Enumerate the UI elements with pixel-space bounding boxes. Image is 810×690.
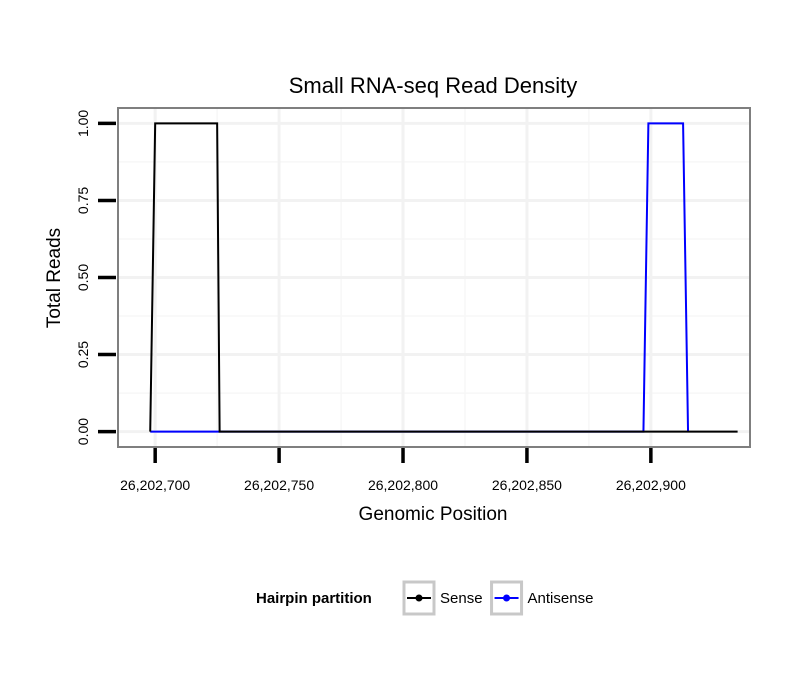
x-tick-label: 26,202,700 bbox=[120, 477, 190, 493]
x-tick-label: 26,202,750 bbox=[244, 477, 314, 493]
x-axis: 26,202,700 26,202,750 26,202,800 26,202,850… bbox=[120, 448, 686, 493]
legend-key-point bbox=[503, 594, 511, 602]
y-axis: 0.00 0.25 0.50 0.75 1.00 bbox=[75, 110, 116, 445]
y-tick-label: 1.00 bbox=[75, 110, 91, 137]
y-tick-label: 0.75 bbox=[75, 187, 91, 214]
x-tick-label: 26,202,850 bbox=[492, 477, 562, 493]
x-axis-title: Genomic Position bbox=[359, 504, 508, 525]
legend-item-sense: Sense bbox=[402, 580, 483, 616]
chart-title: Small RNA-seq Read Density bbox=[289, 73, 578, 98]
plot-panel bbox=[117, 107, 751, 448]
legend-label: Antisense bbox=[528, 590, 594, 607]
y-tick-label: 0.00 bbox=[75, 418, 91, 445]
series-line-antisense bbox=[150, 122, 690, 433]
plot-border bbox=[117, 107, 751, 448]
series-line-sense bbox=[149, 122, 738, 433]
legend-item-antisense: Antisense bbox=[490, 580, 594, 616]
legend: Hairpin partition Sense Antisense bbox=[256, 580, 594, 616]
legend-items: Sense Antisense bbox=[402, 580, 594, 616]
legend-title: Hairpin partition bbox=[256, 590, 372, 607]
x-tick-label: 26,202,900 bbox=[616, 477, 686, 493]
y-tick-label: 0.25 bbox=[75, 341, 91, 368]
legend-key-point bbox=[415, 594, 423, 602]
y-tick-label: 0.50 bbox=[75, 264, 91, 291]
legend-label: Sense bbox=[440, 590, 483, 607]
x-tick-label: 26,202,800 bbox=[368, 477, 438, 493]
data-series bbox=[149, 122, 738, 433]
y-axis-title: Total Reads bbox=[44, 228, 65, 328]
